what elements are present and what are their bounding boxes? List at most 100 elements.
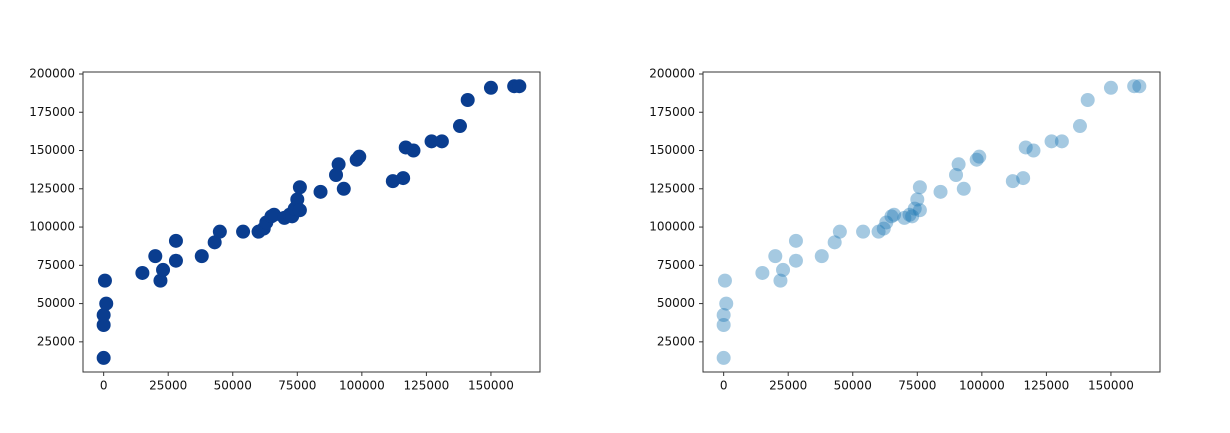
- point: [897, 210, 912, 225]
- y-tick-label: 25000: [37, 334, 75, 348]
- point: [832, 224, 847, 239]
- x-tick-label: 100000: [339, 379, 385, 393]
- point: [827, 235, 842, 250]
- point: [814, 249, 829, 264]
- point: [902, 207, 917, 222]
- point: [905, 209, 920, 224]
- point: [773, 273, 788, 288]
- point: [292, 203, 307, 218]
- y-tick-label: 150000: [649, 143, 695, 157]
- point: [1016, 171, 1031, 186]
- point: [1026, 143, 1041, 158]
- point: [871, 224, 886, 239]
- point: [876, 221, 891, 236]
- point: [452, 119, 467, 134]
- point: [406, 143, 421, 158]
- point: [96, 318, 111, 333]
- point: [1127, 79, 1142, 94]
- point: [788, 253, 803, 268]
- point: [99, 296, 114, 311]
- point: [396, 171, 411, 186]
- point: [313, 184, 328, 199]
- point: [1054, 134, 1069, 149]
- y-tick-label: 200000: [649, 66, 695, 80]
- point: [951, 157, 966, 172]
- point: [716, 350, 731, 365]
- x-tick-label: 0: [720, 379, 728, 393]
- point: [969, 152, 984, 167]
- point: [912, 180, 927, 195]
- point: [1080, 93, 1095, 108]
- point: [212, 224, 227, 239]
- x-tick-label: 100000: [959, 379, 1005, 393]
- point: [887, 207, 902, 222]
- x-tick-label: 50000: [214, 379, 252, 393]
- point: [788, 233, 803, 248]
- point: [1072, 119, 1087, 134]
- point: [719, 296, 734, 311]
- point: [290, 192, 305, 207]
- point: [716, 318, 731, 333]
- point: [336, 181, 351, 196]
- y-tick-label: 100000: [29, 220, 75, 234]
- y-tick-label: 50000: [37, 296, 75, 310]
- point: [460, 93, 475, 108]
- point: [1005, 174, 1020, 189]
- y-tick-label: 25000: [657, 334, 695, 348]
- y-tick-label: 125000: [649, 181, 695, 195]
- point: [236, 224, 251, 239]
- x-tick-label: 125000: [1023, 379, 1069, 393]
- x-tick-label: 25000: [769, 379, 807, 393]
- point: [716, 308, 731, 323]
- point: [512, 79, 527, 94]
- point: [972, 149, 987, 164]
- point: [717, 273, 732, 288]
- point: [879, 215, 894, 230]
- point: [483, 80, 498, 95]
- point: [755, 265, 770, 280]
- point: [907, 201, 922, 216]
- point: [910, 192, 925, 207]
- x-tick-label: 75000: [278, 379, 316, 393]
- point: [96, 308, 111, 323]
- point: [207, 235, 222, 250]
- x-tick-label: 50000: [834, 379, 872, 393]
- point: [912, 203, 927, 218]
- point: [168, 253, 183, 268]
- x-tick-label: 75000: [898, 379, 936, 393]
- point: [1044, 134, 1059, 149]
- y-tick-label: 175000: [29, 105, 75, 119]
- point: [884, 209, 899, 224]
- axes-frame: [702, 71, 1161, 373]
- point: [331, 157, 346, 172]
- point: [776, 262, 791, 277]
- point: [135, 265, 150, 280]
- x-tick-label: 25000: [149, 379, 187, 393]
- y-tick-label: 50000: [657, 296, 695, 310]
- point: [1103, 80, 1118, 95]
- y-tick-label: 200000: [29, 66, 75, 80]
- point: [1018, 140, 1033, 155]
- y-tick-label: 125000: [29, 181, 75, 195]
- point: [292, 180, 307, 195]
- y-tick-label: 75000: [37, 258, 75, 272]
- point: [434, 134, 449, 149]
- point: [352, 149, 367, 164]
- y-tick-label: 100000: [649, 220, 695, 234]
- axes-frame: [82, 71, 541, 373]
- point: [1132, 79, 1147, 94]
- point: [949, 168, 964, 183]
- point: [956, 181, 971, 196]
- point: [168, 233, 183, 248]
- y-tick-label: 175000: [649, 105, 695, 119]
- point: [97, 273, 112, 288]
- x-tick-label: 150000: [1088, 379, 1134, 393]
- point: [329, 168, 344, 183]
- x-tick-label: 0: [100, 379, 108, 393]
- point: [933, 184, 948, 199]
- point: [156, 262, 171, 277]
- point: [96, 350, 111, 365]
- point: [768, 249, 783, 264]
- y-tick-label: 150000: [29, 143, 75, 157]
